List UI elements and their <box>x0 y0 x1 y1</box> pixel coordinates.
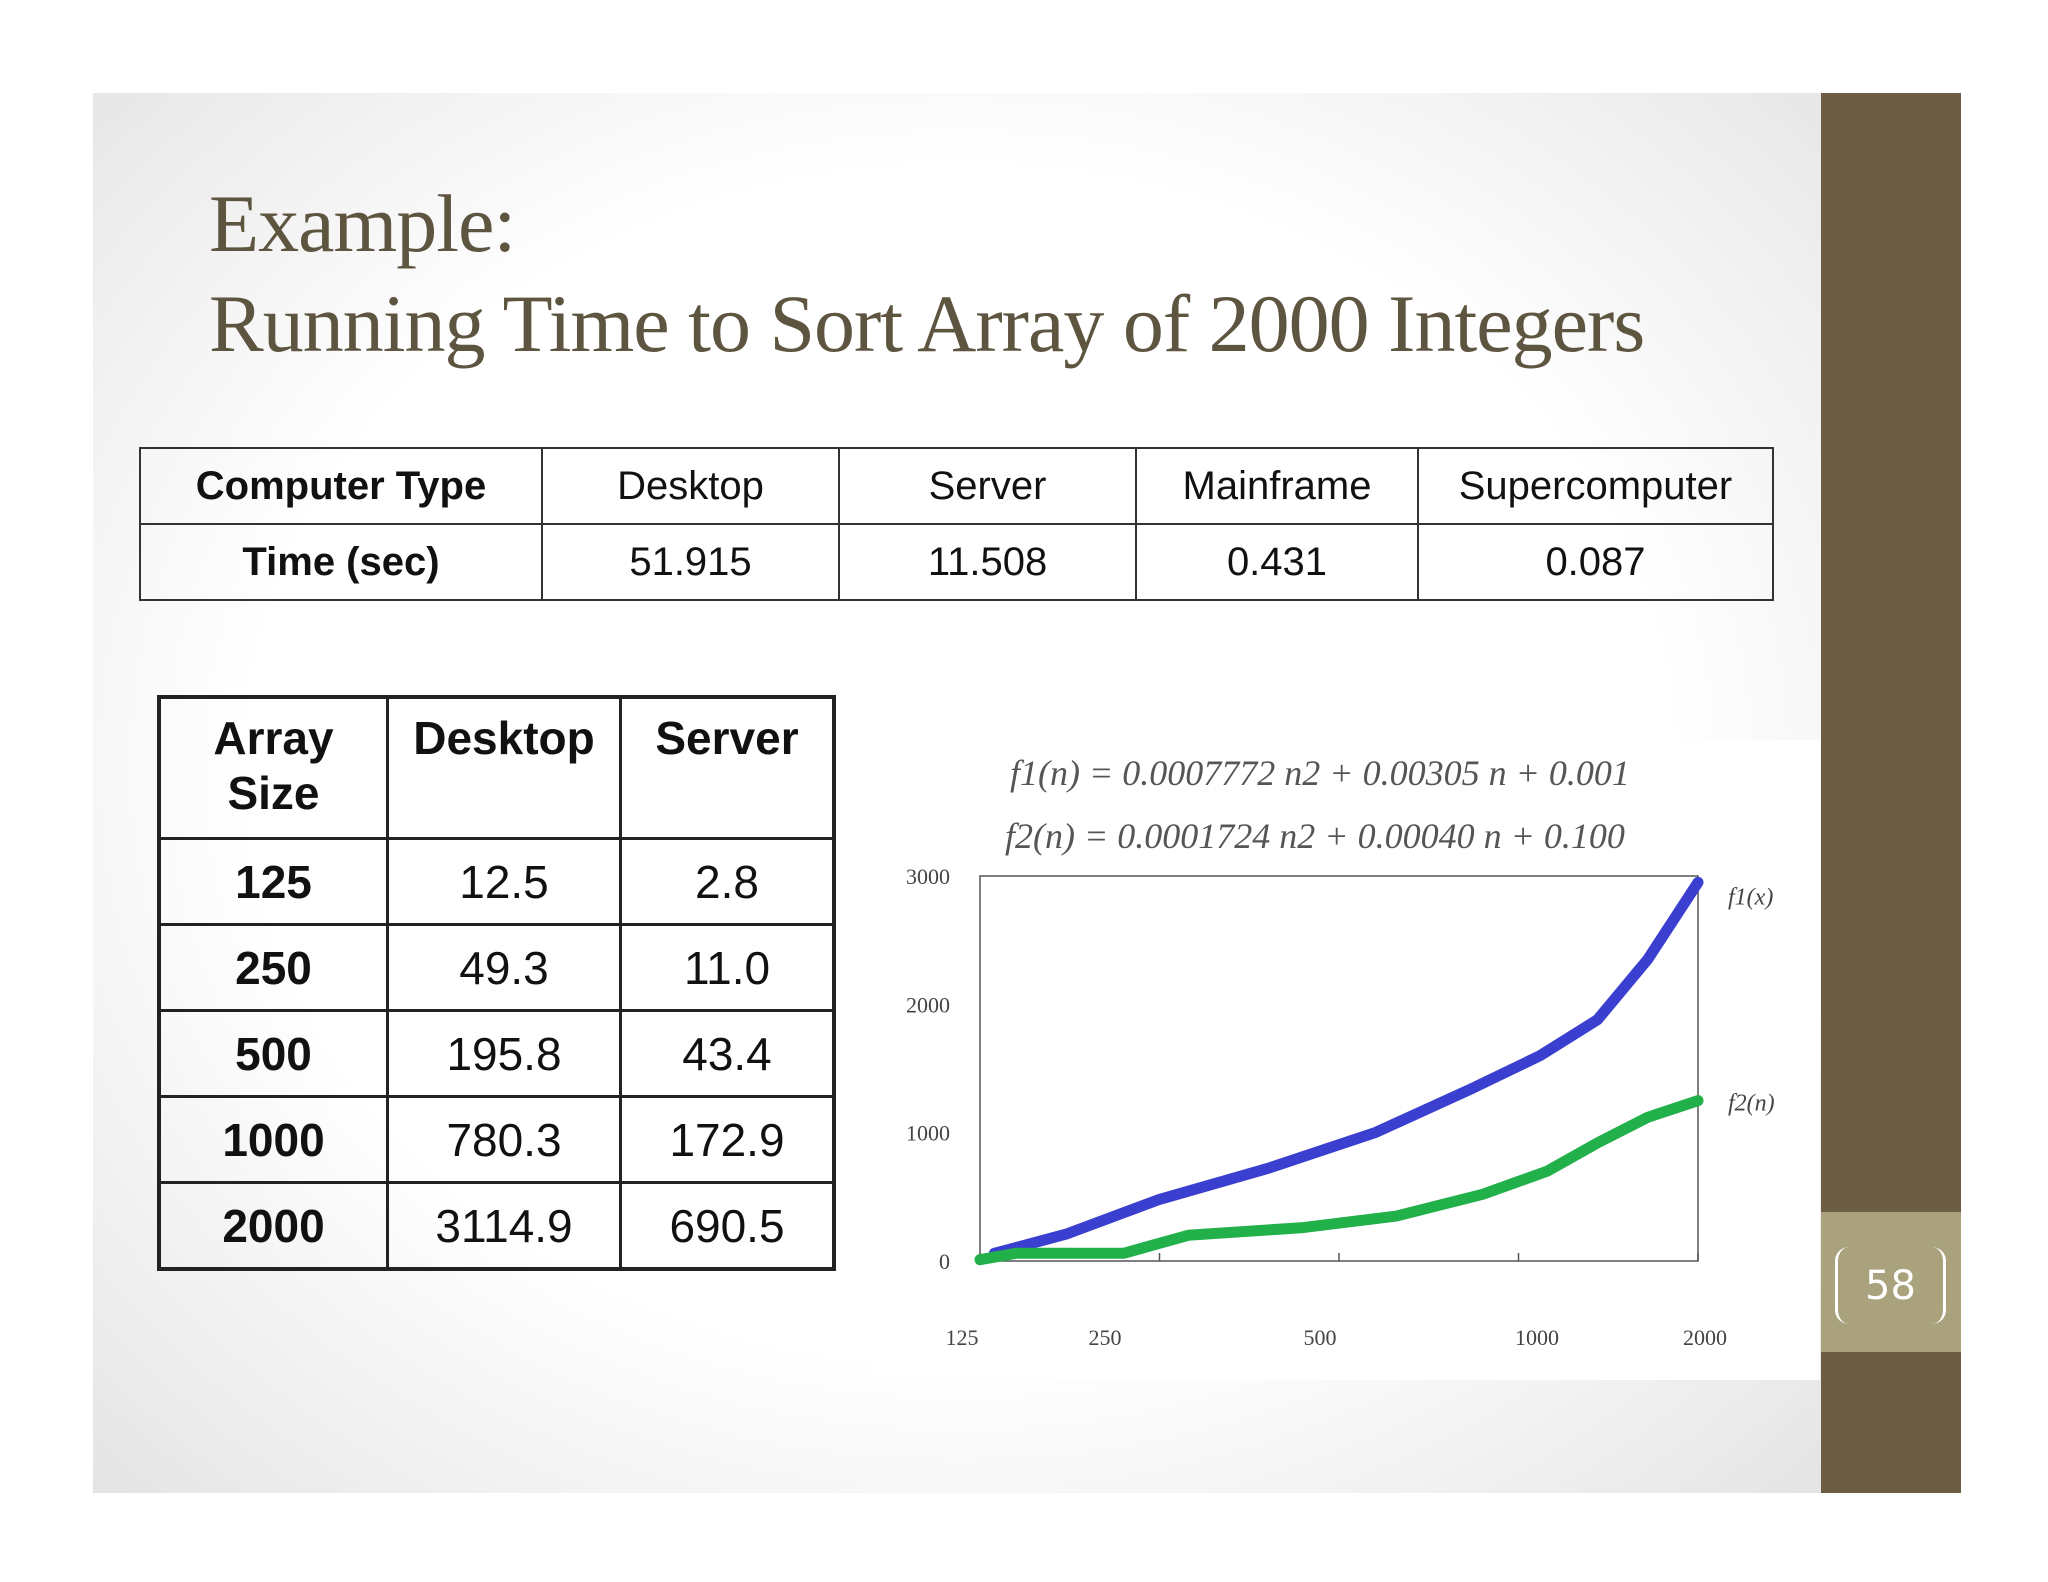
table-row: 500 195.8 43.4 <box>157 1009 836 1098</box>
page-number-block <box>1821 1212 1961 1352</box>
table-cell: 49.3 <box>386 923 622 1012</box>
table-cell: 1000 <box>157 1095 389 1184</box>
title-line-2: Running Time to Sort Array of 2000 Integ… <box>209 278 1645 369</box>
table-cell: 51.915 <box>541 523 840 601</box>
table-cell: 12.5 <box>386 837 622 926</box>
table-cell: 195.8 <box>386 1009 622 1098</box>
y-tick-label: 0 <box>939 1249 950 1274</box>
x-tick-label: 2000 <box>1683 1325 1727 1350</box>
table-cell: 500 <box>157 1009 389 1098</box>
x-tick-label: 125 <box>946 1325 979 1350</box>
table-row: Computer Type Desktop Server Mainframe S… <box>139 447 1774 525</box>
table-cell: 172.9 <box>619 1095 836 1184</box>
table-cell: Computer Type <box>139 447 543 525</box>
table-cell: 11.508 <box>838 523 1137 601</box>
running-time-chart: f1(n) = 0.0007772 n2 + 0.00305 n + 0.001… <box>870 740 1820 1380</box>
table-cell: 43.4 <box>619 1009 836 1098</box>
x-tick-label: 250 <box>1089 1325 1122 1350</box>
table-cell: 11.0 <box>619 923 836 1012</box>
page-number: 58 <box>1835 1247 1946 1324</box>
table-cell: 2000 <box>157 1181 389 1271</box>
table-row: 125 12.5 2.8 <box>157 837 836 926</box>
array-size-table: Array Size Desktop Server 125 12.5 2.8 2… <box>157 695 836 1271</box>
table-cell: 250 <box>157 923 389 1012</box>
header-cell: Server <box>619 695 836 840</box>
series-line-f1 <box>988 876 1704 1259</box>
chart-background <box>870 740 1820 1380</box>
table-cell: 0.087 <box>1417 523 1774 601</box>
y-tick-label: 2000 <box>906 992 950 1017</box>
table-cell: Mainframe <box>1135 447 1419 525</box>
table-cell: Desktop <box>541 447 840 525</box>
y-tick-label: 3000 <box>906 864 950 889</box>
table-row: 2000 3114.9 690.5 <box>157 1181 836 1271</box>
computer-time-table: Computer Type Desktop Server Mainframe S… <box>139 447 1774 601</box>
equation-f2: f2(n) = 0.0001724 n2 + 0.00040 n + 0.100 <box>1005 816 1625 856</box>
x-tick-label: 500 <box>1304 1325 1337 1350</box>
table-cell: Time (sec) <box>139 523 543 601</box>
header-cell: Desktop <box>386 695 622 840</box>
y-tick-label: 1000 <box>906 1121 950 1146</box>
table-cell: Server <box>838 447 1137 525</box>
table-header-row: Array Size Desktop Server <box>157 695 836 840</box>
table-cell: 3114.9 <box>386 1181 622 1271</box>
table-cell: 780.3 <box>386 1095 622 1184</box>
header-label: Array Size <box>213 712 334 819</box>
table-row: 250 49.3 11.0 <box>157 923 836 1012</box>
table-cell: 0.431 <box>1135 523 1419 601</box>
equation-f1: f1(n) = 0.0007772 n2 + 0.00305 n + 0.001 <box>1010 753 1630 793</box>
table-row: Time (sec) 51.915 11.508 0.431 0.087 <box>139 523 1774 601</box>
table-cell: 690.5 <box>619 1181 836 1271</box>
series-label: f1(x) <box>1728 884 1773 910</box>
x-tick-label: 1000 <box>1515 1325 1559 1350</box>
table-cell: Supercomputer <box>1417 447 1774 525</box>
table-row: 1000 780.3 172.9 <box>157 1095 836 1184</box>
series-label: f2(n) <box>1728 1091 1775 1117</box>
header-cell: Array Size <box>157 695 389 840</box>
title-line-1: Example: <box>209 178 516 269</box>
table-cell: 125 <box>157 837 389 926</box>
series-line-f2 <box>974 1095 1704 1266</box>
slide-title: Example: Running Time to Sort Array of 2… <box>209 174 1769 374</box>
table-cell: 2.8 <box>619 837 836 926</box>
